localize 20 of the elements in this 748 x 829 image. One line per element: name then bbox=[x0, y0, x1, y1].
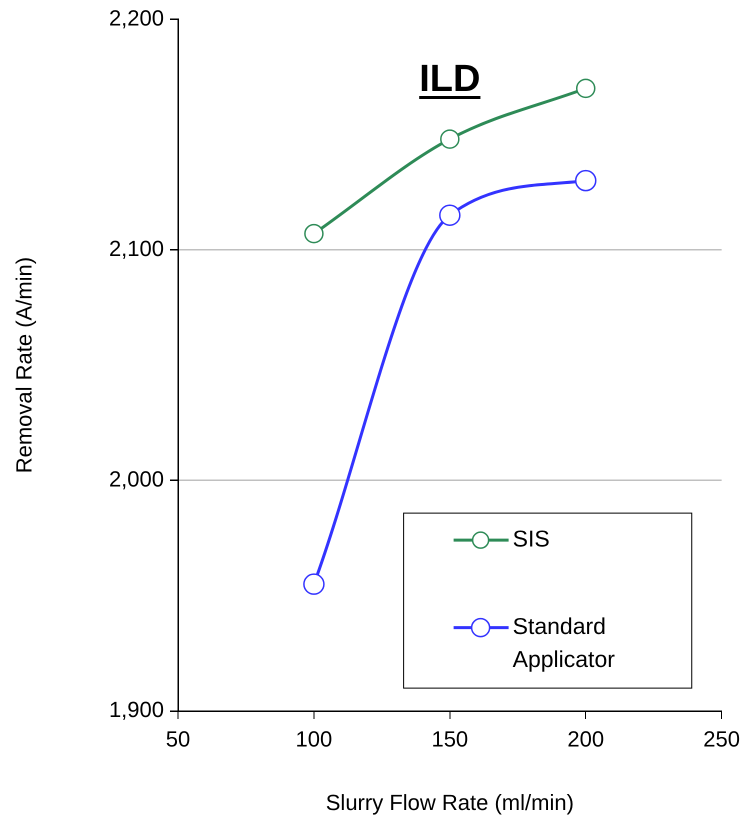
x-tick-label: 150 bbox=[431, 726, 468, 752]
y-tick-label: 2,100 bbox=[108, 236, 164, 261]
text: ILD bbox=[418, 57, 482, 102]
y-tick-label: 2,000 bbox=[108, 466, 164, 492]
legend-label: Standard Applicator bbox=[512, 613, 616, 672]
point bbox=[576, 78, 596, 98]
y-tick-label: 1,900 bbox=[108, 697, 164, 722]
point bbox=[303, 573, 325, 595]
point bbox=[439, 204, 461, 226]
x-tick-label: 200 bbox=[567, 726, 604, 752]
x-tick-label: 250 bbox=[703, 726, 740, 752]
x-axis-title: Slurry Flow Rate (ml/min) bbox=[326, 790, 574, 815]
y-tick-label: 2,200 bbox=[108, 5, 164, 30]
point bbox=[574, 170, 596, 192]
y-axis-title: Removal Rate (A/min) bbox=[11, 256, 36, 474]
point bbox=[304, 224, 324, 244]
x-tick-label: 100 bbox=[296, 726, 332, 752]
legend-label: SIS bbox=[512, 525, 550, 552]
x-tick-label: 50 bbox=[166, 726, 190, 752]
point bbox=[440, 129, 460, 149]
